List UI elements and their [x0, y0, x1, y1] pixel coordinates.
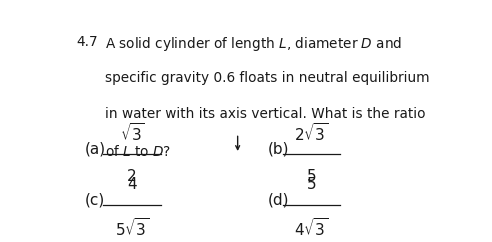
Text: (c): (c): [85, 193, 105, 208]
Text: $5\sqrt{3}$: $5\sqrt{3}$: [115, 217, 150, 239]
Text: 5: 5: [307, 177, 316, 192]
Text: $\sqrt{3}$: $\sqrt{3}$: [120, 122, 145, 144]
Text: 5: 5: [307, 169, 316, 184]
Text: in water with its axis vertical. What is the ratio: in water with its axis vertical. What is…: [105, 107, 426, 121]
Text: (d): (d): [268, 193, 289, 208]
Text: 4.7: 4.7: [76, 35, 97, 49]
Text: 2: 2: [127, 169, 137, 184]
Text: of $L$ to $D$?: of $L$ to $D$?: [105, 144, 172, 159]
Text: specific gravity 0.6 floats in neutral equilibrium: specific gravity 0.6 floats in neutral e…: [105, 71, 430, 85]
Text: $4\sqrt{3}$: $4\sqrt{3}$: [294, 217, 329, 239]
Text: A solid cylinder of length $L$, diameter $D$ and: A solid cylinder of length $L$, diameter…: [105, 35, 402, 53]
Text: (b): (b): [268, 142, 289, 157]
Text: $2\sqrt{3}$: $2\sqrt{3}$: [294, 122, 329, 144]
Text: (a): (a): [85, 142, 105, 157]
Text: 4: 4: [127, 177, 137, 192]
